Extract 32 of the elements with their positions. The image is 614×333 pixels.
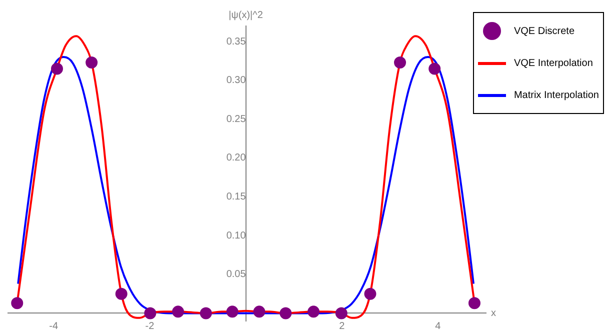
x-tick-label: 2 — [339, 320, 346, 332]
point — [308, 306, 320, 318]
x-tick-label: 4 — [435, 320, 442, 332]
y-tick-label: 0.30 — [226, 75, 246, 86]
point — [86, 56, 98, 68]
y-tick-label: 0.15 — [226, 192, 246, 203]
point — [115, 288, 128, 300]
x-tick-label: -4 — [49, 320, 59, 332]
x-tick-label: -2 — [145, 320, 155, 332]
y-tick-label: 0.25 — [226, 114, 246, 125]
y-tick-label: 0.10 — [226, 230, 246, 242]
point — [11, 297, 24, 310]
point — [144, 307, 156, 320]
point — [428, 62, 441, 75]
x-axis-title: x — [491, 308, 496, 319]
legend-label: VQE Interpolation — [514, 58, 593, 68]
legend-label: VQE Discrete — [514, 26, 575, 36]
point — [200, 307, 212, 320]
y-tick-label: 0.20 — [226, 152, 246, 164]
point — [468, 297, 480, 310]
point — [172, 306, 184, 318]
point — [253, 306, 266, 318]
y-axis-title: |ψ(x)|^2 — [228, 10, 264, 21]
point — [364, 288, 376, 300]
point — [394, 56, 406, 68]
point — [280, 307, 292, 320]
y-tick-label: 0.05 — [226, 269, 246, 280]
legend-label: Matrix Interpolation — [514, 90, 599, 100]
point — [226, 306, 238, 318]
point — [51, 62, 63, 75]
y-tick-label: 0.35 — [226, 36, 246, 48]
point — [335, 307, 348, 320]
